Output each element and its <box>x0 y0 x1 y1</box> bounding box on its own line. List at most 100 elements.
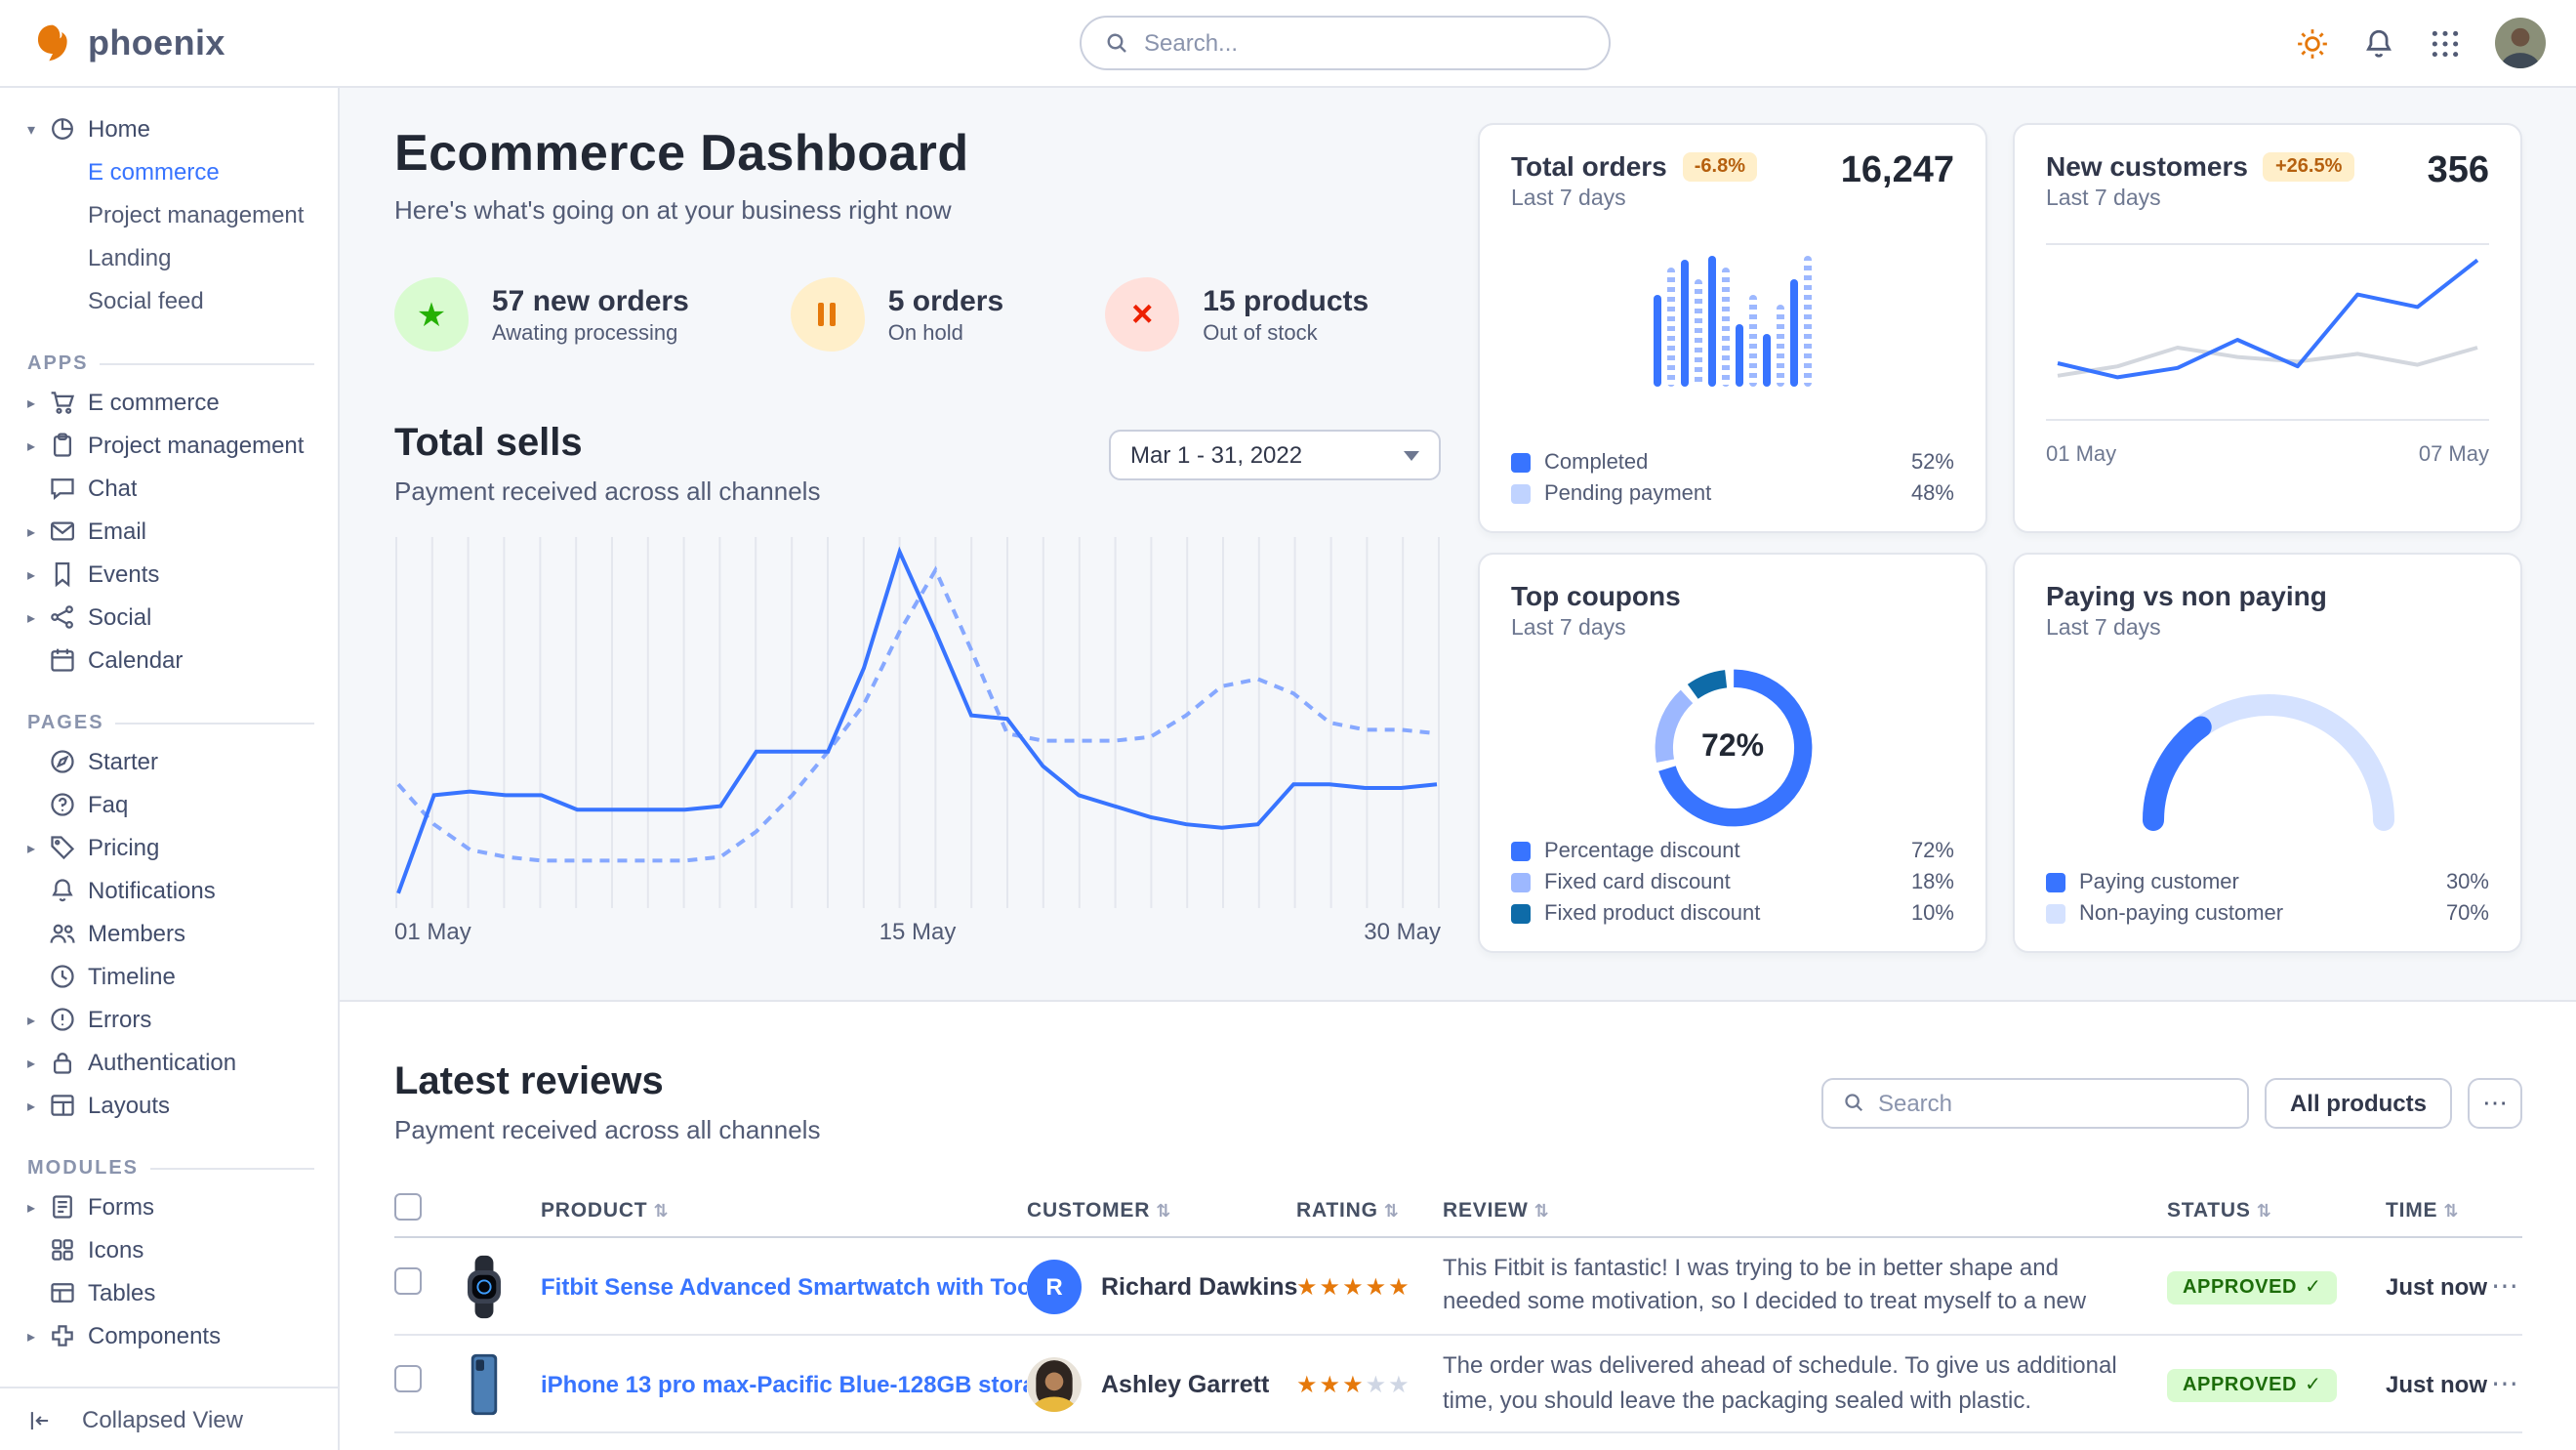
ellipsis-icon: ⋯ <box>2482 1087 2508 1116</box>
pause-icon <box>790 277 865 352</box>
row-menu-button[interactable]: ⋯ <box>2491 1367 2522 1400</box>
sidebar-item-authentication[interactable]: Authentication <box>12 1041 322 1084</box>
sidebar-item-landing-link[interactable]: Landing <box>88 244 172 271</box>
question-icon <box>49 791 88 818</box>
notifications-bell-icon[interactable] <box>2362 26 2395 60</box>
coupons-legend: Percentage discount 72% Fixed card disco… <box>1511 836 1954 930</box>
sort-icon <box>1534 1198 1550 1222</box>
sidebar-item-icons[interactable]: Icons <box>12 1228 322 1271</box>
card-title: Total orders <box>1511 150 1667 182</box>
sidebar-item-forms[interactable]: Forms <box>12 1185 322 1228</box>
topbar-actions <box>2296 18 2546 68</box>
status-badge: APPROVED <box>2167 1369 2338 1402</box>
sidebar-item-project-management-link[interactable]: Project management <box>88 201 305 228</box>
status-badge: APPROVED <box>2167 1271 2338 1305</box>
x-axis-labels: 01 May 15 May 30 May <box>394 918 1441 945</box>
change-badge: +26.5% <box>2263 151 2354 181</box>
orders-legend: Completed 52% Pending payment 48% <box>1511 447 1954 510</box>
cart-icon <box>49 389 88 416</box>
global-search[interactable] <box>1080 16 1611 70</box>
sidebar-item-timeline[interactable]: Timeline <box>12 955 322 998</box>
table-header-row: PRODUCT CUSTOMER RATING REVIEW STATUS TI… <box>394 1183 2522 1238</box>
apps-grid-icon[interactable] <box>2429 26 2462 60</box>
sidebar-item-events[interactable]: Events <box>12 553 322 596</box>
sidebar-item-chat[interactable]: Chat <box>12 467 322 510</box>
form-icon <box>49 1193 88 1221</box>
column-product[interactable]: PRODUCT <box>541 1198 1027 1222</box>
sidebar-item-project-management-app[interactable]: Project management <box>12 424 322 467</box>
sidebar-item-ecommerce-app[interactable]: E commerce <box>12 381 322 424</box>
stat-orders-on-hold: 5 orders On hold <box>790 277 1003 352</box>
table-row-partial <box>394 1433 2522 1450</box>
column-status[interactable]: STATUS <box>2167 1198 2386 1222</box>
sidebar-item-layouts[interactable]: Layouts <box>12 1084 322 1127</box>
sort-icon <box>2257 1198 2272 1222</box>
sidebar-item-components[interactable]: Components <box>12 1314 322 1357</box>
sidebar-item-e-commerce-link[interactable]: E commerce <box>88 158 220 186</box>
row-menu-button[interactable]: ⋯ <box>2491 1269 2522 1303</box>
chevron-right-icon <box>27 1198 49 1216</box>
orders-bar-chart <box>1511 238 1954 387</box>
chat-icon <box>49 475 88 502</box>
sidebar-item-social[interactable]: Social <box>12 596 322 639</box>
more-options-button[interactable]: ⋯ <box>2468 1077 2522 1128</box>
column-time[interactable]: TIME <box>2386 1198 2491 1222</box>
user-avatar[interactable] <box>2495 18 2546 68</box>
row-checkbox[interactable] <box>394 1365 422 1392</box>
date-range-select[interactable]: Mar 1 - 31, 2022 <box>1109 430 1441 480</box>
global-search-input[interactable] <box>1144 29 1585 57</box>
row-checkbox[interactable] <box>394 1267 422 1295</box>
customer-cell: R Richard Dawkins <box>1027 1259 1297 1313</box>
column-rating[interactable]: RATING <box>1296 1198 1443 1222</box>
main-content: Ecommerce Dashboard Here's what's going … <box>340 88 2576 1450</box>
sidebar-item-tables[interactable]: Tables <box>12 1271 322 1314</box>
legend-swatch <box>1511 453 1531 473</box>
sort-icon <box>2443 1198 2459 1222</box>
sidebar-item-faq[interactable]: Faq <box>12 783 322 826</box>
reviews-subtitle: Payment received across all channels <box>394 1115 821 1144</box>
total-orders-card: Total orders -6.8% 16,247 Last 7 days Co… <box>1478 123 1987 533</box>
rating-stars: ★★★★★ <box>1296 1272 1411 1300</box>
legend-swatch <box>2046 873 2065 892</box>
compass-icon <box>49 748 88 775</box>
legend-swatch <box>1511 842 1531 861</box>
product-image-smartwatch[interactable] <box>447 1249 521 1323</box>
sidebar-item-home[interactable]: Home <box>12 107 322 150</box>
product-link[interactable]: Fitbit Sense Advanced Smartwatch with To… <box>541 1272 1027 1300</box>
review-time: Just now <box>2386 1272 2488 1300</box>
clipboard-icon <box>49 432 88 459</box>
theme-toggle-sun-icon[interactable] <box>2296 26 2329 60</box>
column-customer[interactable]: CUSTOMER <box>1027 1198 1296 1222</box>
card-title: New customers <box>2046 150 2248 182</box>
chevron-down-icon <box>1404 450 1419 460</box>
sidebar-item-email[interactable]: Email <box>12 510 322 553</box>
reviews-search-input[interactable] <box>1877 1089 2228 1116</box>
total-sells-chart: 01 May 15 May 30 May <box>394 537 1441 953</box>
sidebar-item-social-feed-link[interactable]: Social feed <box>88 287 204 314</box>
product-image-iphone[interactable] <box>447 1346 521 1421</box>
topbar: phoenix <box>0 0 2576 88</box>
product-link[interactable]: iPhone 13 pro max-Pacific Blue-128GB sto… <box>541 1370 1027 1397</box>
sidebar-item-pricing[interactable]: Pricing <box>12 826 322 869</box>
sidebar-item-members[interactable]: Members <box>12 912 322 955</box>
tag-icon <box>49 834 88 861</box>
email-icon <box>49 518 88 545</box>
sidebar-item-calendar[interactable]: Calendar <box>12 639 322 682</box>
select-all-checkbox[interactable] <box>394 1193 422 1221</box>
collapsed-view-button[interactable]: Collapsed View <box>0 1387 338 1450</box>
sidebar-item-notifications[interactable]: Notifications <box>12 869 322 912</box>
reviews-search[interactable] <box>1820 1077 2249 1128</box>
sidebar-item-errors[interactable]: Errors <box>12 998 322 1041</box>
table-row: Fitbit Sense Advanced Smartwatch with To… <box>394 1238 2522 1336</box>
paying-vs-non-paying-card: Paying vs non paying Last 7 days Paying … <box>2013 553 2522 953</box>
sidebar-item-starter[interactable]: Starter <box>12 740 322 783</box>
brand-logo[interactable]: phoenix <box>31 21 225 64</box>
table-icon <box>49 1279 88 1306</box>
chevron-right-icon <box>27 1054 49 1071</box>
users-icon <box>49 920 88 947</box>
stat-out-of-stock: × 15 products Out of stock <box>1105 277 1369 352</box>
column-review[interactable]: REVIEW <box>1443 1198 2167 1222</box>
chevron-right-icon <box>27 565 49 583</box>
all-products-button[interactable]: All products <box>2264 1077 2452 1128</box>
